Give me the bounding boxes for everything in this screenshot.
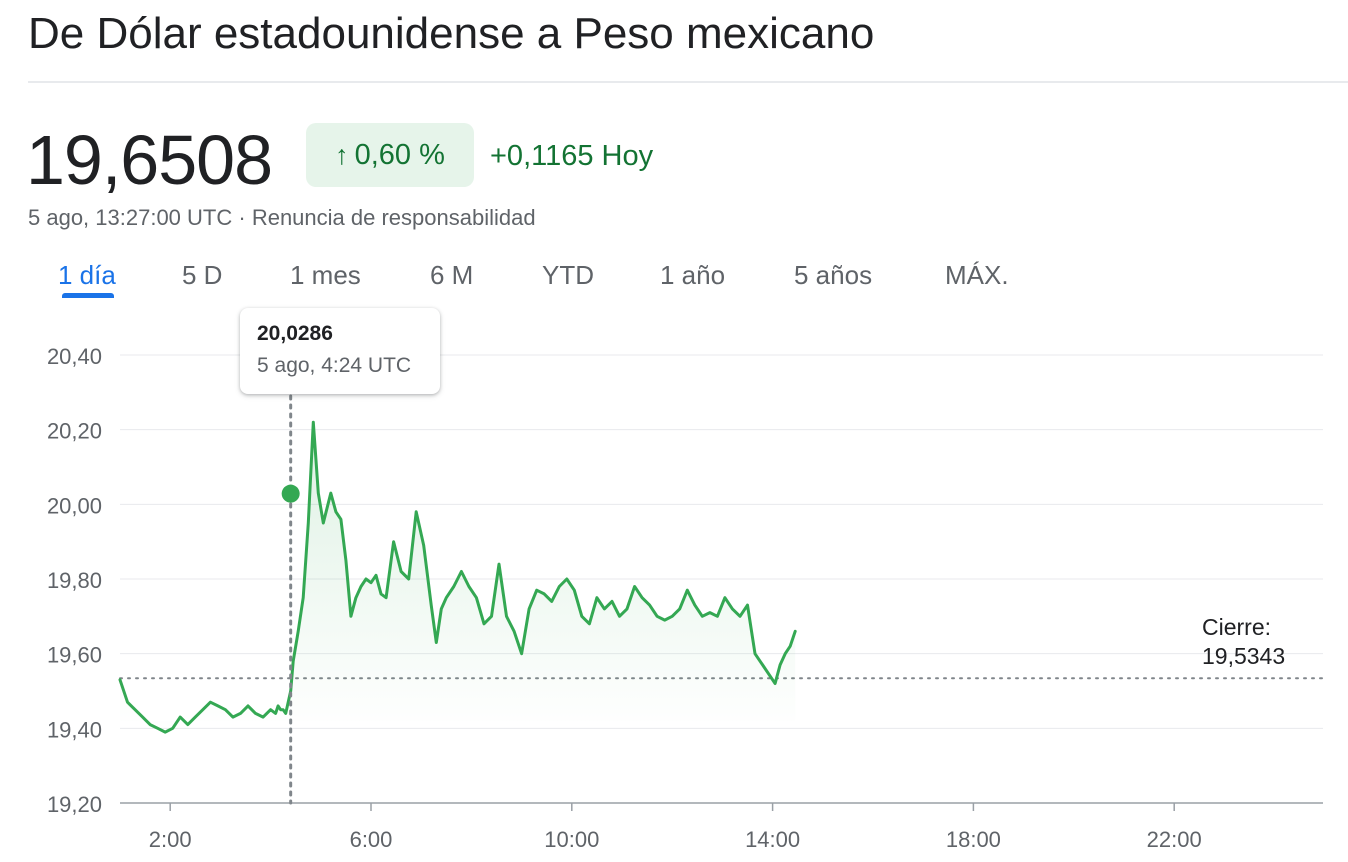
y-tick-label: 20,00 [47,493,102,518]
change-percent-value: 0,60 % [354,138,445,171]
time-range-tabs: 1 día 5 D 1 mes 6 M YTD 1 año 5 años MÁX… [0,255,1348,305]
price-chart[interactable]: 19,20 19,40 19,60 19,80 20,00 20,20 20,40 2:00 6… [0,300,1348,862]
hover-tooltip: 20,0286 5 ago, 4:24 UTC [240,308,440,394]
x-tick-label: 14:00 [745,827,800,852]
tab-5-days[interactable]: 5 D [182,260,223,290]
y-tick-label: 19,20 [47,792,102,817]
y-tick-label: 19,80 [47,568,102,593]
up-arrow-icon: ↑ [335,139,349,170]
tab-ytd[interactable]: YTD [542,260,594,290]
header-divider [28,81,1348,83]
disclaimer-link[interactable]: Renuncia de responsabilidad [251,205,536,230]
tab-1-day[interactable]: 1 día [58,260,116,290]
previous-close-title: Cierre: [1202,614,1272,640]
price-area-fill [120,422,796,733]
tab-6-months[interactable]: 6 M [430,260,474,290]
active-tab-indicator [62,293,114,298]
tab-5-years[interactable]: 5 años [794,260,873,290]
y-tick-label: 20,40 [47,344,102,369]
tab-1-month[interactable]: 1 mes [290,260,361,290]
meta-separator: · [238,205,246,230]
x-tick-label: 18:00 [946,827,1001,852]
price-line [118,420,797,734]
change-percent-badge: ↑ 0,60 % [306,123,474,187]
tooltip-time: 5 ago, 4:24 UTC [257,354,412,377]
previous-close-value: 19,5343 [1202,643,1286,669]
x-tick-label: 2:00 [149,827,192,852]
y-tick-label: 19,60 [47,643,102,668]
x-tick-label: 22:00 [1147,827,1202,852]
change-absolute: +0,1165 Hoy [490,140,654,172]
previous-close-label: Cierre: 19,5343 [1202,613,1285,671]
hover-point [281,484,300,503]
tab-max[interactable]: MÁX. [945,260,1009,290]
y-tick-label: 19,40 [47,717,102,742]
quote-meta: 5 ago, 13:27:00 UTC · Renuncia de respon… [28,204,536,232]
quote-timestamp: 5 ago, 13:27:00 UTC [28,205,233,230]
current-price: 19,6508 [26,121,273,199]
x-tick-label: 10:00 [544,827,599,852]
x-tick-label: 6:00 [350,827,393,852]
y-tick-label: 20,20 [47,419,102,444]
page-title: De Dólar estadounidense a Peso mexicano [28,9,875,58]
tab-1-year[interactable]: 1 año [660,260,726,290]
tooltip-value: 20,0286 [257,322,333,345]
